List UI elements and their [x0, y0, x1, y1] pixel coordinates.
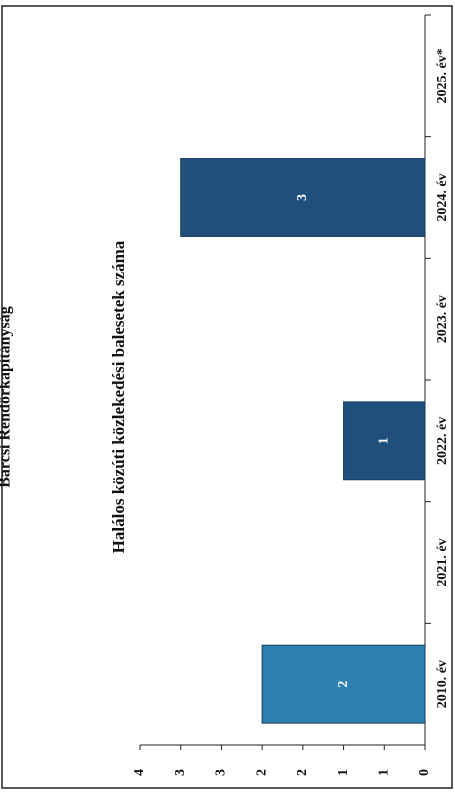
header-title: Barcsi Rendőrkapitányság: [0, 306, 14, 488]
value-label: 1: [377, 437, 392, 444]
y-tick-label: 0: [417, 769, 432, 776]
x-tick-label: 2023. év: [435, 295, 450, 343]
bar: [180, 158, 426, 237]
x-tick-label: 2022. év: [435, 417, 450, 465]
x-tick-label: 2025. év*: [435, 48, 450, 103]
value-label: 2: [336, 681, 351, 688]
y-tick-label: 1: [377, 769, 392, 776]
y-tick-label: 2: [295, 769, 310, 776]
bar: [261, 644, 426, 724]
value-label: 3: [295, 194, 310, 201]
frame: [1, 5, 453, 789]
x-tick-label: 2021. év: [435, 538, 450, 586]
bar: [343, 401, 426, 481]
rotated-page: Barcsi Rendőrkapitányság Halálos közúti …: [0, 5, 453, 789]
y-tick-label: 3: [173, 769, 188, 776]
chart-title: Halálos közúti közlekedési balesetek szá…: [109, 240, 128, 553]
y-tick-label: 2: [254, 769, 269, 776]
x-tick-label: 2010. év: [435, 660, 450, 708]
y-tick-label: 1: [336, 769, 351, 776]
y-tick-label: 4: [132, 769, 147, 776]
y-tick-label: 3: [214, 769, 229, 776]
x-tick-label: 2024. év: [435, 173, 450, 221]
